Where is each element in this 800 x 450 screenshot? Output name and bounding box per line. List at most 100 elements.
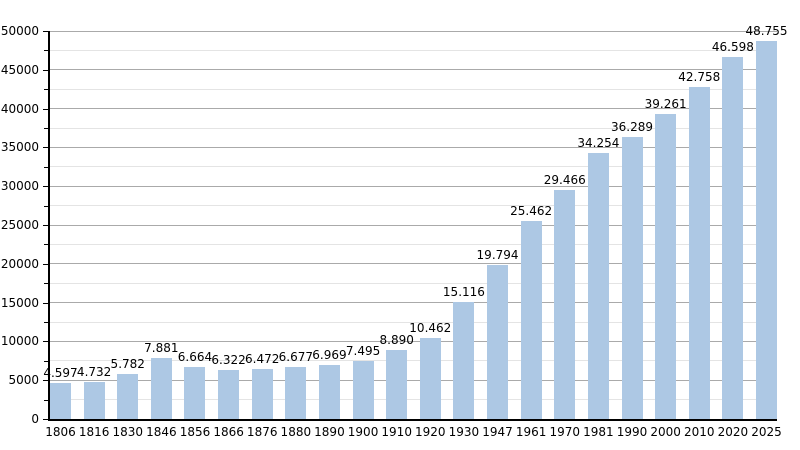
- bar: [352, 360, 374, 419]
- y-tick-major: [43, 380, 48, 382]
- x-tick-label: 1900: [347, 425, 379, 439]
- x-tick-label: 1890: [314, 425, 345, 439]
- bar: [587, 153, 609, 419]
- bar: [487, 265, 509, 419]
- x-tick-label: 1816: [78, 425, 110, 439]
- y-tick-minor: [44, 89, 48, 91]
- y-tick-minor: [44, 166, 48, 168]
- x-tick-label: 2010: [683, 425, 715, 439]
- gridline-major: [50, 263, 777, 265]
- gridline-minor: [50, 282, 777, 284]
- gridline-major: [50, 185, 777, 187]
- y-tick-label: 15000: [0, 295, 39, 310]
- gridline-major: [50, 302, 777, 304]
- y-tick-major: [43, 31, 48, 32]
- gridline-minor: [50, 360, 777, 362]
- bar-value-label: 6.969: [312, 347, 347, 362]
- y-tick-label: 45000: [0, 62, 39, 77]
- bar: [688, 87, 710, 419]
- y-tick-minor: [44, 399, 48, 401]
- y-tick-minor: [44, 360, 48, 362]
- bar-value-label: 10.462: [409, 320, 452, 335]
- x-tick-label: 1990: [616, 425, 648, 439]
- gridline-major: [50, 108, 777, 110]
- bar: [117, 374, 139, 419]
- y-tick-label: 10000: [0, 334, 39, 349]
- bar-value-label: 6.677: [278, 350, 314, 365]
- bar: [520, 221, 542, 419]
- bar-value-label: 4.732: [76, 365, 112, 380]
- bar-value-label: 19.794: [476, 248, 519, 263]
- bar-value-label: 4.597: [43, 366, 78, 381]
- bar: [318, 364, 340, 419]
- bar: [218, 369, 240, 419]
- plot-area: 4.597 4.732 5.782 7.881 6.664 6.322 6.472 6.677…: [43, 24, 788, 419]
- x-tick-label: 1930: [448, 425, 480, 439]
- x-axis-line: [48, 419, 777, 421]
- x-tick-label: 2020: [717, 425, 749, 439]
- gridline-minor: [50, 399, 777, 401]
- y-tick-major: [43, 147, 48, 149]
- bar-value-label: 7.881: [144, 340, 179, 355]
- y-tick-label: 50000: [0, 24, 39, 38]
- y-tick-minor: [44, 283, 48, 285]
- bar-value-label: 48.755: [745, 23, 788, 38]
- bar: [655, 114, 677, 419]
- x-tick-label: 1947: [482, 425, 513, 439]
- x-tick-label: 1806: [45, 425, 76, 439]
- x-tick-label: 1981: [583, 425, 614, 439]
- bar: [386, 350, 408, 419]
- bar: [150, 357, 172, 419]
- bar-value-label: 25.462: [510, 204, 553, 219]
- bar: [419, 337, 441, 419]
- bar-value-label: 7.495: [345, 343, 381, 358]
- y-tick-minor: [44, 205, 48, 207]
- gridline-minor: [50, 88, 777, 90]
- bar: [453, 301, 475, 419]
- x-tick-label: 1846: [146, 425, 177, 439]
- x-tick-label: 1830: [112, 425, 144, 439]
- bar-value-label: 15.116: [442, 284, 485, 299]
- x-tick-label: 1880: [280, 425, 312, 439]
- bar: [83, 382, 105, 419]
- bar-value-label: 42.758: [678, 70, 721, 85]
- bar-value-label: 6.664: [177, 350, 213, 365]
- gridline-minor: [50, 321, 777, 323]
- x-tick-label: 1876: [246, 425, 278, 439]
- bar-value-label: 8.890: [379, 333, 414, 348]
- x-tick-label: 1856: [179, 425, 211, 439]
- y-tick-label: 25000: [0, 218, 39, 232]
- gridline-major: [50, 224, 777, 226]
- bar-value-label: 6.472: [245, 351, 280, 366]
- y-tick-minor: [44, 50, 48, 52]
- y-tick-label: 40000: [0, 101, 39, 116]
- bar-value-label: 29.466: [543, 173, 586, 188]
- y-tick-minor: [44, 128, 48, 129]
- bar: [756, 40, 777, 419]
- gridline-major: [50, 379, 777, 381]
- x-tick-label: 2000: [650, 425, 681, 439]
- x-tick-label: 1920: [415, 425, 446, 439]
- x-tick-label: 1970: [549, 425, 581, 439]
- y-tick-major: [43, 186, 48, 188]
- gridline-minor: [50, 205, 777, 207]
- y-tick-label: 5000: [8, 373, 39, 388]
- bar-value-label: 46.598: [711, 40, 754, 55]
- y-tick-label: 30000: [0, 179, 39, 194]
- gridline-minor: [50, 49, 777, 51]
- gridline-major: [50, 69, 777, 71]
- y-axis-line: [48, 31, 50, 421]
- y-tick-major: [43, 302, 48, 304]
- y-tick-label: 0: [31, 412, 39, 426]
- y-tick-major: [43, 225, 48, 226]
- gridline-minor: [50, 243, 777, 245]
- bar-value-label: 6.322: [211, 352, 246, 367]
- y-tick-minor: [44, 244, 48, 246]
- bar-value-label: 5.782: [110, 357, 145, 372]
- y-tick-major: [43, 108, 48, 110]
- y-tick-major: [43, 263, 48, 265]
- gridline-major: [50, 340, 777, 342]
- gridline-minor: [50, 127, 777, 129]
- y-tick-major: [43, 419, 48, 420]
- bar: [50, 383, 71, 419]
